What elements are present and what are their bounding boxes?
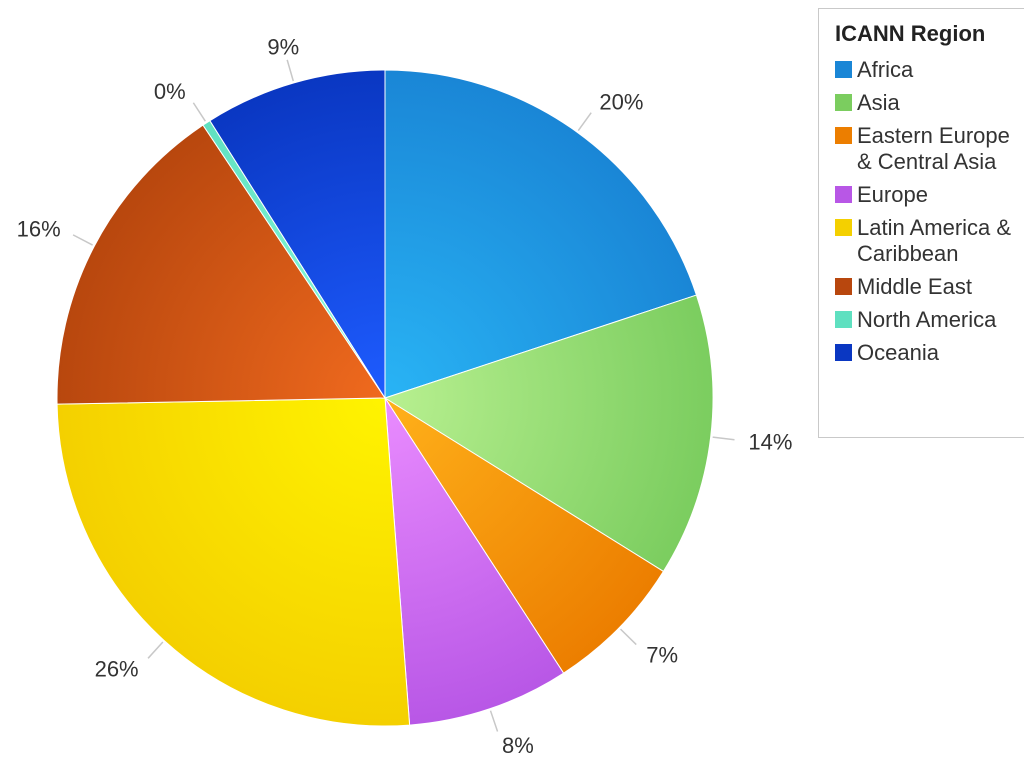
slice-oceania bbox=[209, 69, 386, 400]
label-asia: 14% bbox=[748, 429, 792, 454]
legend-title: ICANN Region bbox=[835, 21, 986, 46]
legend-swatch bbox=[835, 344, 852, 361]
label-middle-east: 16% bbox=[17, 216, 61, 241]
legend-item-oceania: Oceania bbox=[835, 340, 1024, 366]
legend-swatch bbox=[835, 278, 852, 295]
slice-europe bbox=[384, 397, 565, 726]
slice-labels: 20% 14% 7% 8% 26% 16% 0% 9% bbox=[17, 34, 793, 757]
legend-label: Asia bbox=[857, 90, 900, 115]
legend-item-eastern-europe-and-central-asia: Eastern Europe & Central Asia bbox=[835, 123, 1024, 175]
legend-item-africa: Africa bbox=[835, 57, 1024, 83]
leader-asia bbox=[712, 436, 735, 441]
label-eastern-europe-and-central-asia: 7% bbox=[646, 642, 678, 667]
legend-swatch bbox=[835, 311, 852, 328]
legend-label: Latin America & Caribbean bbox=[857, 215, 1012, 266]
legend-label: Oceania bbox=[857, 340, 939, 365]
legend-label: Eastern Europe & Central Asia bbox=[857, 123, 1010, 174]
legend-swatch bbox=[835, 186, 852, 203]
leader-north-america bbox=[192, 102, 206, 122]
legend-swatch bbox=[835, 219, 852, 236]
leader-latin-america-and-caribbean bbox=[147, 641, 164, 659]
leader-europe bbox=[489, 710, 499, 732]
legend-item-latin-america-and-caribbean: Latin America & Caribbean bbox=[835, 215, 1024, 267]
legend-item-asia: Asia bbox=[835, 90, 1024, 116]
legend-swatch bbox=[835, 127, 852, 144]
label-africa: 20% bbox=[599, 89, 643, 114]
slice-latin-america-and-caribbean bbox=[56, 397, 411, 727]
leader-africa bbox=[577, 112, 592, 131]
legend-swatch bbox=[835, 61, 852, 78]
legend-label: Africa bbox=[857, 57, 914, 82]
leader-middle-east bbox=[72, 234, 93, 246]
label-oceania: 9% bbox=[267, 34, 299, 59]
pie-slices bbox=[56, 69, 714, 727]
legend-label: North America bbox=[857, 307, 997, 332]
legend: ICANN Region Africa Asia Eastern Europe & … bbox=[818, 8, 1024, 438]
legend-items: Africa Asia Eastern Europe & Central Asia E… bbox=[835, 57, 1024, 366]
legend-item-europe: Europe bbox=[835, 182, 1024, 208]
legend-item-north-america: North America bbox=[835, 307, 1024, 333]
leader-eastern-europe-and-central-asia bbox=[620, 628, 637, 646]
label-leaders bbox=[72, 59, 735, 732]
slice-asia bbox=[383, 294, 714, 573]
legend-label: Middle East bbox=[857, 274, 972, 299]
legend-item-middle-east: Middle East bbox=[835, 274, 1024, 300]
label-europe: 8% bbox=[502, 733, 534, 758]
leader-oceania bbox=[286, 59, 295, 82]
label-north-america: 0% bbox=[154, 79, 186, 104]
slice-eastern-europe-and-central-asia bbox=[384, 397, 665, 674]
legend-label: Europe bbox=[857, 182, 928, 207]
label-latin-america-and-caribbean: 26% bbox=[95, 657, 139, 682]
legend-swatch bbox=[835, 94, 852, 111]
slice-middle-east bbox=[56, 124, 386, 405]
slice-africa bbox=[384, 69, 698, 399]
